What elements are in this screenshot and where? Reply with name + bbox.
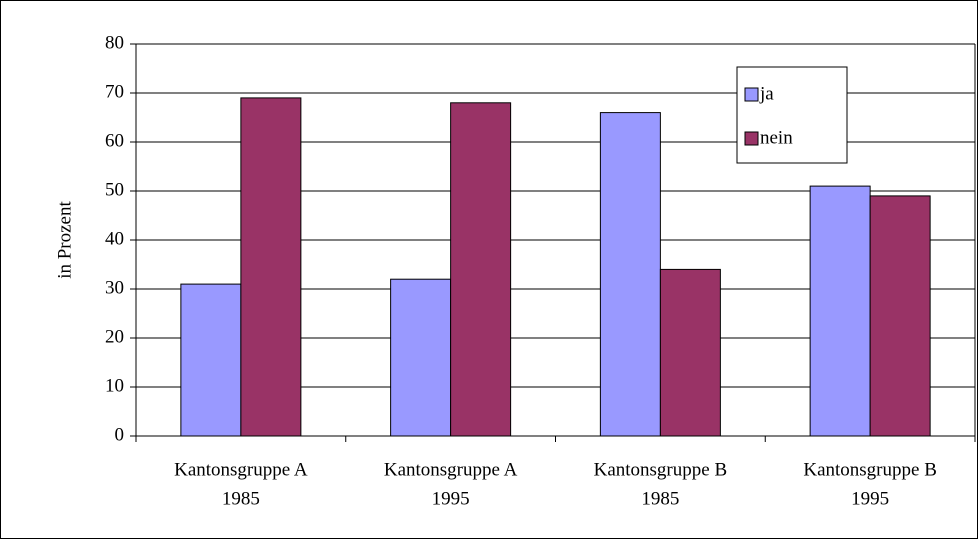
y-tick-label: 80 [105, 32, 124, 53]
legend-label: ja [759, 83, 774, 104]
bar [390, 278, 452, 437]
x-tick-label: 1985 [641, 488, 679, 509]
bar [869, 195, 931, 437]
bar [659, 268, 721, 437]
x-tick-label: Kantonsgruppe B [594, 459, 728, 480]
y-tick-label: 70 [105, 81, 124, 102]
x-tick-label: Kantonsgruppe B [803, 459, 937, 480]
bar [450, 102, 512, 437]
x-tick-label: 1985 [222, 488, 260, 509]
bar [599, 112, 661, 437]
legend-swatch [744, 87, 759, 102]
y-axis-label: in Prozent [54, 201, 75, 279]
x-tick-label: Kantonsgruppe A [384, 459, 518, 480]
y-tick-label: 20 [105, 326, 124, 347]
legend-swatch [744, 131, 759, 146]
y-tick-label: 40 [105, 228, 124, 249]
bar [240, 97, 302, 437]
x-tick-label: 1995 [851, 488, 889, 509]
y-tick-label: 60 [105, 130, 124, 151]
bar [180, 283, 242, 437]
x-tick-label: Kantonsgruppe A [174, 459, 308, 480]
legend-label: nein [760, 127, 793, 148]
bar [809, 185, 871, 437]
y-tick-label: 50 [105, 179, 124, 200]
x-tick-label: 1995 [432, 488, 470, 509]
y-tick-label: 30 [105, 277, 124, 298]
y-tick-label: 0 [115, 424, 125, 445]
y-tick-label: 10 [105, 375, 124, 396]
legend-box [736, 66, 848, 164]
